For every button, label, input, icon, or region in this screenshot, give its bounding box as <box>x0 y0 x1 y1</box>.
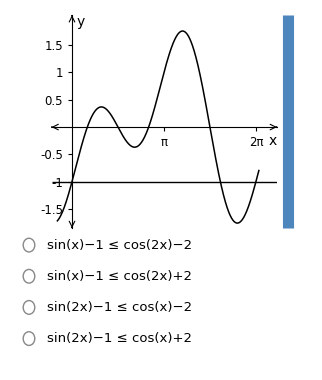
Text: sin(x)−1 ≤ cos(2x)−2: sin(x)−1 ≤ cos(2x)−2 <box>47 239 192 252</box>
Text: x: x <box>269 134 277 148</box>
Text: y: y <box>76 15 85 29</box>
Text: sin(2x)−1 ≤ cos(x)−2: sin(2x)−1 ≤ cos(x)−2 <box>47 301 192 314</box>
Text: sin(2x)−1 ≤ cos(x)+2: sin(2x)−1 ≤ cos(x)+2 <box>47 332 192 345</box>
Text: sin(x)−1 ≤ cos(2x)+2: sin(x)−1 ≤ cos(2x)+2 <box>47 270 192 283</box>
